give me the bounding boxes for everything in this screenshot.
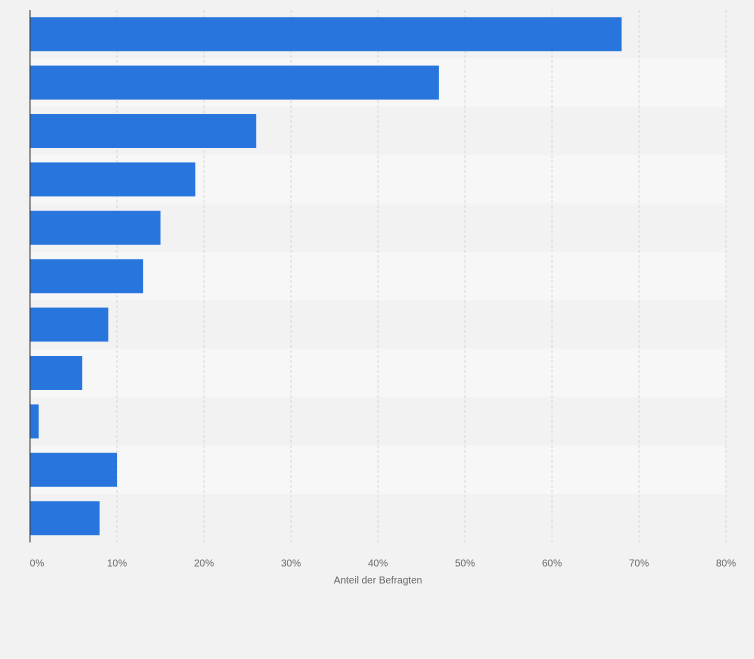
x-tick-label: 60% [542, 558, 562, 569]
x-tick-label: 40% [368, 558, 388, 569]
bar[interactable] [30, 452, 117, 487]
bar[interactable] [30, 404, 39, 439]
x-tick-label: 20% [194, 558, 214, 569]
x-tick-label: 70% [629, 558, 649, 569]
x-tick-label: 0% [30, 558, 45, 569]
bar[interactable] [30, 114, 257, 148]
bar[interactable] [30, 307, 109, 342]
x-tick-label: 80% [716, 558, 736, 569]
bar[interactable] [30, 162, 196, 197]
x-axis-ticks: 0% 10% 20% 30% 40% 50% 60% 70% 80% [30, 558, 736, 569]
bar[interactable] [30, 501, 100, 536]
bar[interactable] [30, 210, 161, 245]
bars [30, 17, 622, 536]
x-axis-title: Anteil der Befragten [334, 575, 422, 586]
x-tick-label: 30% [281, 558, 301, 569]
bar[interactable] [30, 65, 439, 100]
x-tick-label: 10% [107, 558, 127, 569]
bar[interactable] [30, 17, 622, 52]
x-tick-label: 50% [455, 558, 475, 569]
bar[interactable] [30, 259, 144, 294]
bar[interactable] [30, 356, 83, 390]
